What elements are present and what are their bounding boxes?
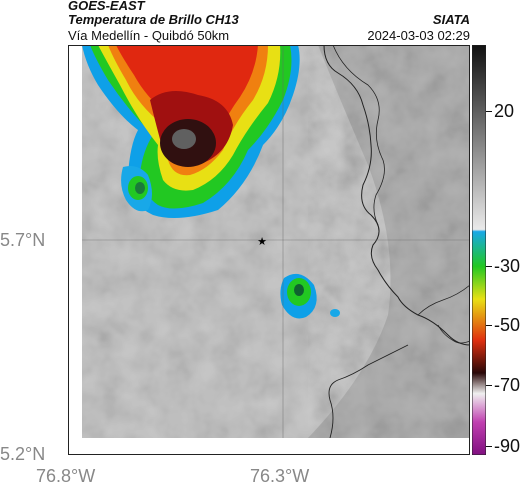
satellite-map: ★ [68,45,470,455]
longitude-label: 76.8°W [36,466,96,486]
route-subtitle: Vía Medellín - Quibdó 50km [68,28,230,43]
border-line [323,45,470,346]
latitude-label: 5.2°N [0,444,46,464]
timestamp: 2024-03-03 02:29 [367,28,470,43]
colorbar-label: -70 [494,375,521,395]
border-line-4 [328,344,409,439]
convective-cell-south [280,273,340,319]
longitude-label: 76.3°W [250,466,310,486]
satellite-title: GOES-EAST [68,0,145,13]
colorbar-tick [486,385,492,386]
colorbar [472,45,486,455]
latitude-label: 5.7°N [0,230,46,250]
convective-cell-north [82,45,300,219]
colorbar-label: -90 [494,436,521,456]
border-line-3 [417,284,470,316]
colorbar-label: -30 [494,256,521,276]
org-label: SIATA [432,12,470,27]
colorbar-label: 20 [494,101,515,121]
colorbar-tick [486,446,492,447]
map-header: GOES-EAST Temperatura de Brillo CH13 Vía… [0,0,526,48]
border-line-5 [437,324,470,344]
terrain-shade [308,45,469,438]
border-line-2 [332,45,385,226]
product-title: Temperatura de Brillo CH13 [68,12,239,27]
colorbar-tick [486,325,492,326]
colorbar-tick [486,266,492,267]
location-star-icon: ★ [257,236,267,248]
colorbar-tick [486,111,492,112]
colorbar-label: -50 [494,315,521,335]
